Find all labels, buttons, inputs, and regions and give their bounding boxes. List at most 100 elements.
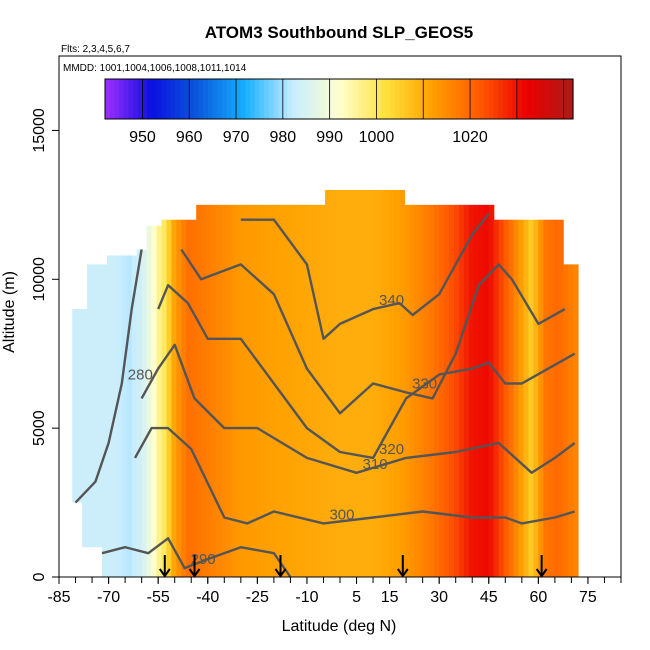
colorbar-tick-label: 980	[269, 129, 296, 146]
heat-cell	[295, 204, 301, 577]
heat-cell	[201, 204, 207, 577]
colorbar-swatch	[512, 79, 518, 119]
colorbar-swatch	[198, 79, 204, 119]
heat-cell	[573, 264, 579, 577]
colorbar-swatch	[203, 79, 209, 119]
colorbar-swatch	[254, 79, 261, 119]
colorbar-swatch	[493, 79, 499, 119]
heat-cell	[106, 255, 113, 577]
colorbar-swatch	[334, 79, 340, 119]
colorbar-swatch	[357, 79, 363, 119]
colorbar-swatch	[315, 79, 321, 119]
heat-cell	[340, 189, 346, 577]
heat-cell	[146, 225, 153, 577]
heat-cell	[513, 219, 520, 577]
colorbar-swatch	[432, 79, 438, 119]
colorbar-swatch	[385, 79, 392, 119]
contour-label: 340	[379, 292, 404, 309]
colorbar-swatch	[484, 79, 490, 119]
colorbar-swatch	[353, 79, 359, 119]
colorbar-swatch	[165, 79, 172, 119]
colorbar-swatch	[516, 79, 523, 119]
colorbar-swatch	[399, 79, 406, 119]
heat-cell	[156, 225, 163, 577]
heat-cell	[126, 255, 133, 577]
contour-label: 300	[329, 506, 354, 523]
colorbar-swatch	[451, 79, 457, 119]
heat-cell	[483, 204, 490, 577]
colorbar-swatch	[156, 79, 162, 119]
heat-cell	[171, 219, 177, 577]
colorbar-swatch	[189, 79, 195, 119]
colorbar-swatch	[544, 79, 551, 119]
colorbar-swatch	[488, 79, 495, 119]
heat-cell	[270, 204, 277, 577]
x-tick-label: -10	[295, 589, 318, 606]
colorbar-swatch	[554, 79, 560, 119]
heat-cell	[290, 204, 296, 577]
contour-label: 330	[412, 375, 437, 392]
heat-cell	[285, 204, 292, 577]
heat-cell	[449, 204, 455, 577]
y-tick-label: 0	[31, 572, 48, 581]
heat-cell	[186, 219, 192, 577]
heat-cell	[305, 204, 311, 577]
heat-cell	[364, 189, 371, 577]
heat-cell	[141, 249, 148, 577]
colorbar-tick-label: 960	[176, 129, 203, 146]
colorbar-swatch	[287, 79, 293, 119]
colorbar-swatch	[409, 79, 415, 119]
heat-cell	[240, 204, 247, 577]
heat-cell	[161, 219, 168, 577]
flight-arrow-head	[188, 568, 201, 578]
heat-cell	[121, 255, 128, 577]
colorbar-swatch	[362, 79, 368, 119]
colorbar-swatch	[273, 79, 279, 119]
y-tick-label: 5000	[31, 410, 48, 446]
theta-contour-330	[180, 248, 566, 415]
heat-cell	[533, 219, 539, 577]
x-tick-label: 45	[480, 589, 498, 606]
heat-cell	[335, 189, 341, 577]
colorbar-swatch	[292, 79, 298, 119]
colorbar-swatch	[521, 79, 527, 119]
colorbar-swatch	[259, 79, 265, 119]
heat-cell	[211, 204, 217, 577]
heat-cell	[518, 219, 525, 577]
colorbar-swatch	[558, 79, 565, 119]
x-tick-label: -40	[196, 589, 219, 606]
x-tick-label: 75	[579, 589, 597, 606]
dates-subtitle: MMDD: 1001,1004,1006,1008,1011,1014	[63, 63, 247, 74]
heat-cell	[235, 204, 242, 577]
colorbar-swatch	[530, 79, 537, 119]
colorbar-swatch	[395, 79, 401, 119]
colorbar-frame	[104, 78, 574, 120]
colorbar-swatch	[264, 79, 270, 119]
heat-cell	[454, 204, 460, 577]
heat-cell	[280, 204, 287, 577]
heat-cell	[315, 204, 321, 577]
heat-cell	[181, 219, 187, 577]
heat-cell	[548, 219, 554, 577]
heat-cell	[384, 189, 391, 577]
heat-cell	[196, 204, 202, 577]
heat-cell	[166, 219, 172, 577]
heat-cell	[553, 219, 559, 577]
colorbar-swatch	[114, 79, 120, 119]
colorbar-swatch	[526, 79, 532, 119]
x-tick-label: 5	[352, 589, 361, 606]
heat-cell	[220, 204, 227, 577]
colorbar-swatch	[151, 79, 158, 119]
colorbar-swatch	[404, 79, 410, 119]
colorbar-swatch	[306, 79, 312, 119]
colorbar-swatch	[324, 79, 331, 119]
colorbar-swatch	[474, 79, 480, 119]
colorbar-swatch	[137, 79, 144, 119]
colorbar-swatch	[367, 79, 373, 119]
heat-cell	[488, 204, 495, 577]
colorbar-swatch	[231, 79, 237, 119]
heat-cell	[478, 204, 485, 577]
chart-title: ATOM3 Southbound SLP_GEOS5	[205, 23, 474, 42]
colorbar-swatch	[376, 79, 382, 119]
colorbar-swatch	[250, 79, 256, 119]
